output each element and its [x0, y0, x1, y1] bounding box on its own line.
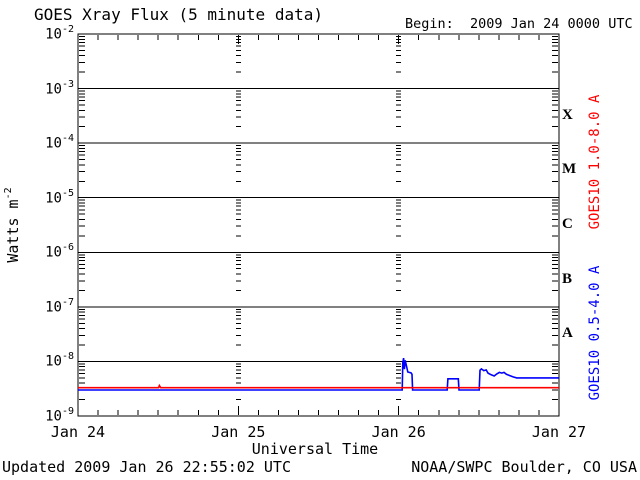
chart-title: GOES Xray Flux (5 minute data) — [34, 5, 323, 24]
x-axis-title: Universal Time — [251, 440, 379, 458]
exponent: -8 — [61, 351, 74, 363]
y-tick-label: 10-3 — [45, 78, 74, 98]
flare-class-a: A — [562, 325, 573, 342]
plot-frame — [77, 33, 560, 417]
exponent: -2 — [3, 187, 14, 200]
exponent: -4 — [61, 133, 74, 145]
exponent: -7 — [61, 296, 74, 308]
flare-class-b: B — [562, 270, 573, 287]
x-tick-label: Jan 27 — [531, 423, 587, 441]
source-credit: NOAA/SWPC Boulder, CO USA — [411, 458, 637, 476]
y-tick-label: 10-7 — [45, 296, 74, 316]
series-label: GOES10 1.0-8.0 A — [587, 94, 603, 230]
exponent: -9 — [61, 406, 74, 417]
flare-class-m: M — [562, 161, 577, 178]
y-tick-label: 10-8 — [45, 351, 74, 371]
x-tick-label: Jan 25 — [211, 423, 266, 441]
exponent: -5 — [61, 187, 74, 199]
flux-trace-long — [78, 383, 559, 389]
x-tick-label: Jan 26 — [371, 423, 426, 441]
y-tick-label: 10-2 — [45, 24, 74, 43]
y-tick-label: 10-4 — [45, 133, 74, 152]
y-tick-label: 10-9 — [45, 406, 74, 425]
exponent: -6 — [61, 242, 74, 254]
y-tick-label: 10-5 — [45, 187, 74, 207]
updated-timestamp: Updated 2009 Jan 26 22:55:02 UTC — [2, 458, 291, 476]
y-axis-title: Watts m-2 — [3, 187, 22, 263]
flux-trace-short — [78, 357, 559, 391]
exponent: -3 — [61, 78, 74, 90]
flare-class-c: C — [562, 216, 573, 232]
begin-timestamp: Begin: 2009 Jan 24 0000 UTC — [405, 16, 633, 32]
y-tick-label: 10-6 — [45, 242, 74, 261]
series-label: GOES10 0.5-4.0 A — [587, 265, 603, 401]
flare-class-x: X — [562, 106, 573, 123]
x-tick-label: Jan 24 — [50, 423, 106, 441]
exponent: -2 — [61, 24, 74, 35]
